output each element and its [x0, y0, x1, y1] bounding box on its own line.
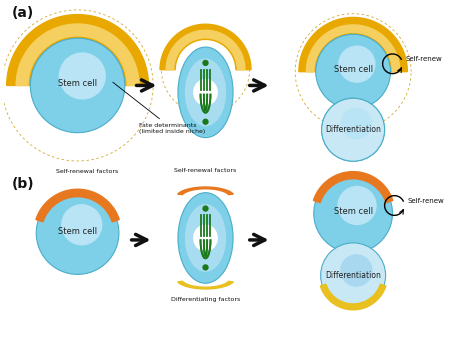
Circle shape	[322, 98, 384, 161]
Circle shape	[202, 60, 209, 66]
Text: Differentiation: Differentiation	[325, 271, 381, 280]
Circle shape	[202, 205, 209, 212]
Polygon shape	[7, 15, 148, 86]
Ellipse shape	[185, 58, 226, 126]
Circle shape	[322, 98, 384, 161]
Text: Stem cell: Stem cell	[58, 227, 97, 236]
Ellipse shape	[193, 79, 218, 106]
Polygon shape	[16, 24, 139, 86]
Text: Stem cell: Stem cell	[334, 65, 373, 74]
Polygon shape	[306, 25, 400, 72]
Polygon shape	[320, 284, 386, 310]
Circle shape	[316, 34, 391, 109]
Circle shape	[30, 38, 125, 133]
Text: Self-renewal factors: Self-renewal factors	[174, 168, 237, 173]
Text: Self-renewal factors: Self-renewal factors	[56, 169, 118, 174]
Text: Self-renew: Self-renew	[405, 56, 442, 62]
Circle shape	[61, 204, 102, 245]
Circle shape	[320, 243, 385, 308]
Text: Stem cell: Stem cell	[334, 207, 373, 216]
Circle shape	[314, 174, 392, 253]
Circle shape	[340, 108, 372, 139]
Circle shape	[202, 119, 209, 125]
Text: (b): (b)	[12, 177, 34, 191]
Polygon shape	[36, 189, 119, 222]
Text: Self-renew: Self-renew	[407, 198, 444, 203]
Polygon shape	[178, 187, 233, 195]
Text: Stem cell: Stem cell	[58, 79, 97, 88]
Polygon shape	[178, 281, 233, 289]
Circle shape	[59, 52, 106, 99]
Text: (a): (a)	[12, 6, 34, 20]
Circle shape	[202, 264, 209, 270]
Ellipse shape	[178, 47, 233, 138]
Polygon shape	[160, 24, 251, 70]
Circle shape	[36, 192, 119, 274]
Polygon shape	[313, 172, 393, 203]
Text: Differentiating factors: Differentiating factors	[171, 297, 240, 302]
Circle shape	[340, 254, 373, 287]
Ellipse shape	[178, 193, 233, 283]
Circle shape	[338, 45, 375, 83]
Polygon shape	[166, 30, 245, 70]
Circle shape	[337, 186, 377, 225]
Text: Fate determinants
(limited inside niche): Fate determinants (limited inside niche)	[113, 82, 205, 134]
Ellipse shape	[185, 204, 226, 272]
Text: Differentiation: Differentiation	[325, 125, 381, 134]
Ellipse shape	[193, 224, 218, 252]
Polygon shape	[299, 17, 407, 72]
